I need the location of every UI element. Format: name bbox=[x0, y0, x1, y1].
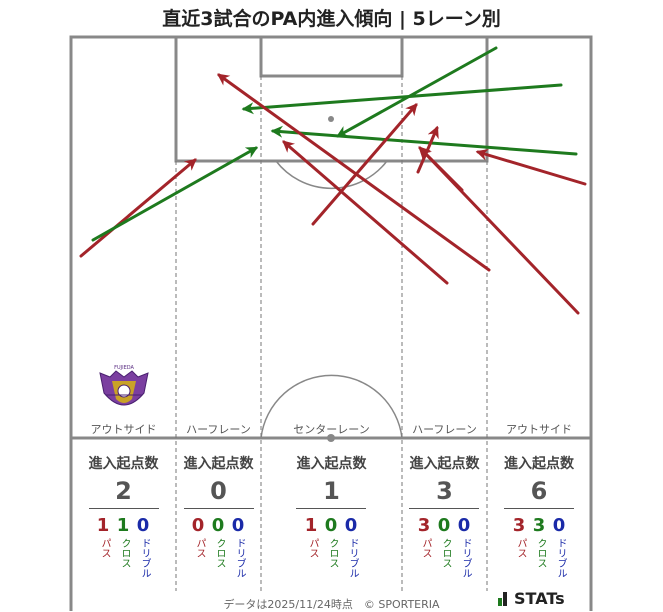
cross-count: 3 bbox=[532, 515, 546, 536]
dribble-label: ドリブル bbox=[139, 538, 150, 578]
page-title: 直近3試合のPA内進入傾向 | 5レーン別 bbox=[162, 8, 501, 30]
cross-count: 0 bbox=[437, 515, 451, 536]
lane-label-outside-right: アウトサイド bbox=[506, 423, 572, 436]
stat-header: 進入起点数 bbox=[183, 456, 254, 472]
dribble-count: 0 bbox=[344, 515, 358, 536]
pass-label: パス bbox=[420, 538, 431, 558]
penalty-area bbox=[174, 37, 489, 163]
cross-count: 1 bbox=[116, 515, 130, 536]
pass-label: パス bbox=[307, 538, 318, 558]
penalty-arc bbox=[275, 160, 388, 190]
stat-header: 進入起点数 bbox=[88, 456, 159, 472]
pass-label: パス bbox=[99, 538, 110, 558]
lane-label-outside-left: アウトサイド bbox=[90, 423, 157, 436]
dribble-label: ドリブル bbox=[347, 538, 358, 578]
team-logo-icon: FUJIEDA bbox=[99, 365, 149, 406]
stat-header: 進入起点数 bbox=[296, 456, 367, 472]
stat-divider bbox=[184, 508, 254, 509]
pass-count: 1 bbox=[96, 515, 110, 536]
cross-arrow bbox=[91, 146, 259, 242]
pass-arrow bbox=[217, 73, 491, 272]
stat-divider bbox=[504, 508, 574, 509]
stat-total: 2 bbox=[115, 477, 132, 505]
pass-arrow bbox=[282, 140, 449, 285]
pass-count: 1 bbox=[304, 515, 318, 536]
pass-label: パス bbox=[194, 538, 205, 558]
pass-arrow bbox=[311, 103, 418, 226]
cross-arrow bbox=[270, 125, 578, 156]
lane-label-halflane-right: ハーフレーン bbox=[412, 423, 477, 436]
cross-count: 0 bbox=[324, 515, 338, 536]
stat-total: 3 bbox=[436, 477, 453, 505]
pass-count: 3 bbox=[512, 515, 526, 536]
lane-label-center: センターレーン bbox=[293, 423, 370, 436]
cross-arrow bbox=[241, 83, 563, 115]
pass-count: 0 bbox=[191, 515, 205, 536]
logo-text: FUJIEDA bbox=[114, 365, 134, 371]
center-circle bbox=[260, 374, 403, 439]
stat-header: 進入起点数 bbox=[504, 456, 574, 472]
stat-total: 6 bbox=[530, 477, 548, 505]
pass-count: 3 bbox=[417, 515, 431, 536]
footer-note: データは2025/11/24時点 © SPORTERIA bbox=[223, 598, 440, 611]
cross-label: クロス bbox=[535, 538, 546, 568]
pass-arrow bbox=[79, 158, 197, 258]
pass-label: パス bbox=[515, 538, 526, 558]
dribble-count: 0 bbox=[231, 515, 245, 536]
dribble-label: ドリブル bbox=[555, 538, 566, 578]
cross-label: クロス bbox=[440, 538, 451, 568]
dribble-count: 0 bbox=[457, 515, 471, 536]
stat-divider bbox=[296, 508, 366, 509]
stat-header: 進入起点数 bbox=[409, 456, 480, 472]
dribble-label: ドリブル bbox=[234, 538, 245, 578]
touchline bbox=[69, 35, 593, 611]
pass-arrow bbox=[475, 149, 587, 186]
arrow-layer bbox=[79, 46, 587, 315]
stats-logo-icon bbox=[498, 592, 507, 606]
stat-total: 0 bbox=[210, 477, 227, 505]
lane-label-halflane-left: ハーフレーン bbox=[186, 423, 251, 436]
cross-label: クロス bbox=[327, 538, 338, 568]
brand-name: STATs bbox=[514, 589, 565, 608]
cross-label: クロス bbox=[214, 538, 225, 568]
cross-arrow bbox=[335, 46, 498, 138]
lane-dividers bbox=[175, 76, 488, 591]
penalty-spot bbox=[328, 116, 334, 122]
pass-arrow bbox=[418, 146, 464, 192]
dribble-count: 0 bbox=[136, 515, 150, 536]
stat-divider bbox=[89, 508, 159, 509]
goal-area bbox=[259, 37, 404, 78]
stat-divider bbox=[409, 508, 479, 509]
center-spot bbox=[327, 434, 335, 442]
stat-total: 1 bbox=[323, 477, 340, 505]
cross-count: 0 bbox=[211, 515, 225, 536]
dribble-label: ドリブル bbox=[460, 538, 471, 578]
cross-label: クロス bbox=[119, 538, 130, 568]
dribble-count: 0 bbox=[552, 515, 566, 536]
